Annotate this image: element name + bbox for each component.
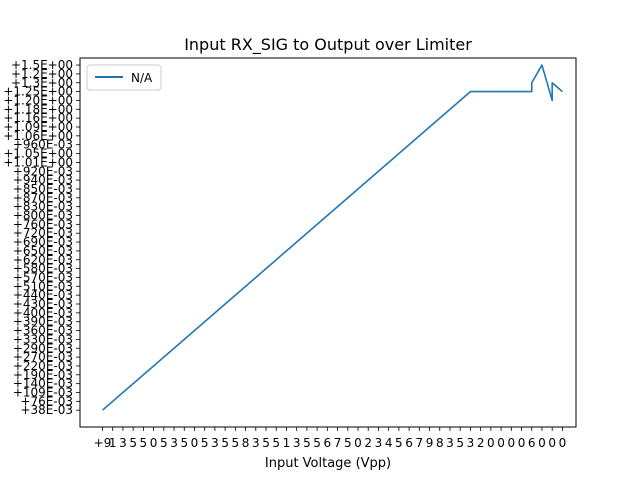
x-tick-label: 0 [487,436,495,450]
legend: N/A [86,64,162,91]
x-tick-label: 0 [354,436,362,450]
y-tick-label: +650E-03 [13,244,73,258]
y-tick-label: +1.3E+00 [11,76,73,90]
x-tick-label: 0 [518,436,526,450]
x-tick-label: 5 [140,436,148,450]
y-tick-label: +870E-03 [13,191,73,205]
series-line [101,64,563,411]
legend-label: N/A [131,71,153,85]
y-tick-label: +360E-03 [13,324,73,338]
y-tick-label: +830E-03 [13,200,73,214]
x-tick-label: 5 [456,436,464,450]
x-tick-label: 9 [426,436,434,450]
x-axis: +91 3 5 5 0 5 3 5 0 5 3 5 5 8 3 5 5 1 3 5 5 6 7 5 0 2 3 4 5 6 7 9 8 3 5 3 2 0… [94,427,567,450]
y-tick-label: +1.16E+00 [3,111,73,125]
y-axis: +38E-03+76E-03+109E-03+140E-03+190E-03+2… [3,58,80,417]
x-tick-label: 8 [242,436,250,450]
y-tick-label: +109E-03 [13,386,73,400]
x-tick-label: 7 [415,436,423,450]
y-tick-label: +330E-03 [13,332,73,346]
x-tick-label: 0 [150,436,158,450]
y-tick-label: +960E-03 [13,138,73,152]
y-tick-label: +720E-03 [13,226,73,240]
x-tick-label: 0 [497,436,505,450]
y-tick-label: +760E-03 [13,217,73,231]
y-tick-label: +940E-03 [13,173,73,187]
x-axis-label: Input Voltage (Vpp) [265,456,391,471]
y-tick-label: +1.05E+00 [3,147,73,161]
y-tick-label: +620E-03 [13,253,73,267]
y-tick-label: +1.06E+00 [3,129,73,143]
y-tick-label: +270E-03 [13,350,73,364]
y-tick-label: +1.18E+00 [3,102,73,116]
x-tick-label: 5 [232,436,240,450]
y-tick-label: +440E-03 [13,288,73,302]
y-tick-label: +1.09E+00 [3,120,73,134]
plot-series [101,64,563,411]
y-tick-label: +800E-03 [13,209,73,223]
y-tick-label: +390E-03 [13,315,73,329]
chart-title: Input RX_SIG to Output over Limiter [184,35,472,55]
x-tick-label: 5 [180,436,188,450]
y-tick-label: +570E-03 [13,270,73,284]
x-tick-label: 3 [467,436,475,450]
legend-box [86,64,162,91]
plot-frame [79,57,577,428]
x-tick-label: 5 [262,436,270,450]
y-tick-label: +1.25E+00 [3,85,73,99]
y-tick-label: +510E-03 [13,279,73,293]
x-tick-label: 5 [395,436,403,450]
x-tick-label: 4 [385,436,393,450]
x-tick-label: 1 [283,436,291,450]
y-tick-label: +400E-03 [13,306,73,320]
x-tick-label: 5 [221,436,229,450]
x-tick-label: 5 [344,436,352,450]
x-tick-label: 5 [160,436,168,450]
x-tick-label: 6 [324,436,332,450]
x-tick-label: 2 [364,436,372,450]
x-tick-label: 5 [201,436,209,450]
y-tick-label: +1.20E+00 [3,93,73,107]
y-tick-label: +1.5E+00 [11,58,73,72]
x-tick-label: 0 [191,436,199,450]
y-tick-label: +920E-03 [13,164,73,178]
x-tick-label: 5 [129,436,137,450]
x-tick-label: 3 [170,436,178,450]
x-tick-label: 3 [119,436,127,450]
y-tick-label: +290E-03 [13,341,73,355]
y-tick-label: +430E-03 [13,297,73,311]
x-tick-label: 3 [293,436,301,450]
x-tick-label: 5 [272,436,280,450]
x-tick-label: 6 [528,436,536,450]
x-tick-label: 2 [477,436,485,450]
x-tick-label: 3 [375,436,383,450]
x-tick-label: 6 [405,436,413,450]
y-tick-label: +1.2E+00 [11,67,73,81]
x-tick-label: 3 [211,436,219,450]
x-tick-label: 7 [334,436,342,450]
x-tick-label: 0 [507,436,515,450]
y-tick-label: +140E-03 [13,377,73,391]
x-tick-label: 3 [252,436,260,450]
y-tick-label: +190E-03 [13,368,73,382]
y-tick-label: +220E-03 [13,359,73,373]
x-tick-label: 8 [436,436,444,450]
x-tick-label: 0 [559,436,567,450]
x-tick-label: 3 [446,436,454,450]
x-tick-label: +9 [94,436,112,450]
x-tick-label: 1 [109,436,117,450]
y-tick-label: +850E-03 [13,182,73,196]
y-tick-label: +38E-03 [20,403,73,417]
x-tick-label: 5 [303,436,311,450]
y-tick-label: +690E-03 [13,235,73,249]
y-tick-label: +76E-03 [20,394,73,408]
x-tick-label: 5 [313,436,321,450]
x-tick-label: 0 [548,436,556,450]
x-tick-label: 0 [538,436,546,450]
y-tick-label: +580E-03 [13,262,73,276]
y-tick-label: +1.01E+00 [3,155,73,169]
